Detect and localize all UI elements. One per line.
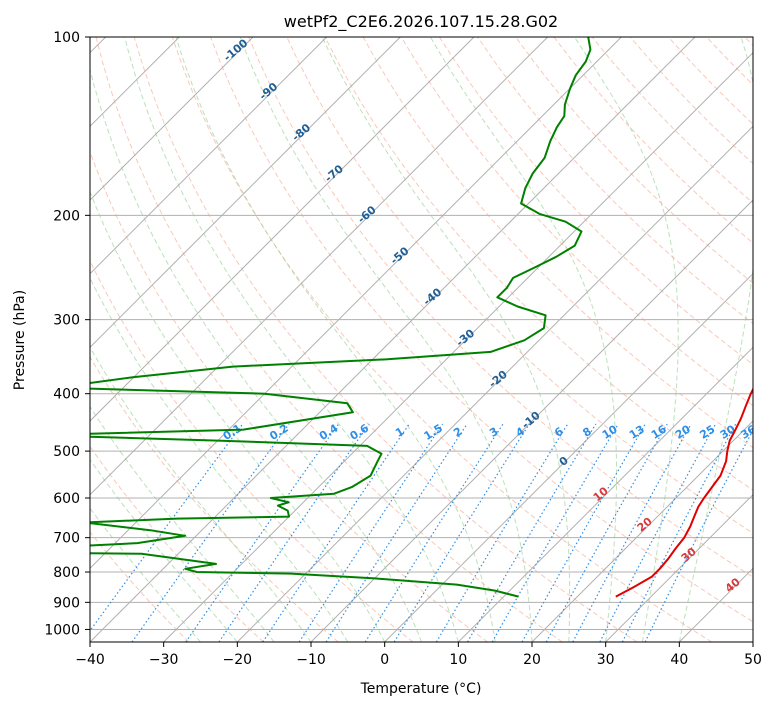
moist-adiabats — [90, 37, 753, 642]
moist-adiabat-line — [90, 190, 386, 642]
moist-adiabat-line — [124, 37, 459, 642]
mixing-ratio-line — [621, 423, 737, 642]
isotherm-line — [457, 346, 753, 642]
isotherm-line — [90, 37, 401, 349]
x-tick-label: 0 — [380, 652, 389, 668]
y-axis-label: Pressure (hPa) — [12, 290, 28, 390]
mixing-ratio-line — [644, 428, 753, 642]
dry-adiabat-line — [248, 37, 753, 578]
dry-adiabat-line — [438, 37, 753, 366]
dry-adiabat-line — [90, 531, 190, 642]
moist-adiabat-line — [573, 37, 679, 642]
mixing-ratio-line — [545, 423, 668, 642]
mixing-ratio-line — [466, 423, 597, 642]
y-tick-label: 700 — [53, 531, 80, 547]
mixing-ratio-line — [572, 423, 692, 642]
y-tick-label: 400 — [53, 387, 80, 403]
isotherm-line — [90, 37, 696, 642]
moist-adiabat-line — [90, 276, 349, 642]
moist-adiabat-line — [678, 37, 753, 642]
dry-adiabat-line — [90, 356, 339, 642]
isotherm-line — [90, 37, 549, 496]
dry-adiabat-line — [133, 37, 638, 642]
isotherm-line — [531, 420, 753, 642]
dry-adiabat-line — [515, 37, 753, 284]
y-tick-label: 500 — [53, 444, 80, 460]
x-tick-label: 50 — [744, 652, 762, 668]
x-tick-label: 20 — [523, 652, 541, 668]
y-tick-label: 100 — [53, 30, 80, 46]
isotherm-line — [236, 125, 753, 642]
x-axis-ticks: −40 −30 −20 −10 0 10 20 30 40 50 — [75, 642, 762, 668]
dry-adiabat-line — [171, 37, 712, 642]
x-tick-label: 10 — [449, 652, 467, 668]
x-tick-label: 30 — [597, 652, 615, 668]
moist-adiabat-line — [321, 37, 571, 642]
plot-area: 0.1 0.2 0.4 0.6 1 1.5 2 3 4 6 8 10 13 16 20 25 30 36-100-… — [90, 37, 753, 642]
mixing-ratio-line — [364, 423, 504, 642]
x-tick-label: −10 — [296, 652, 326, 668]
mixing-ratio-line — [393, 423, 530, 642]
moist-adiabat-line — [90, 67, 422, 642]
moist-adiabat-line — [90, 405, 275, 642]
y-tick-label: 800 — [53, 565, 80, 581]
x-tick-label: 40 — [670, 652, 688, 668]
dry-adiabat-line — [95, 37, 563, 642]
dry-adiabat-line — [210, 37, 753, 623]
moist-adiabat-line — [429, 37, 617, 642]
dewpoint-profile-line — [90, 37, 592, 598]
dry-adiabat-line — [324, 37, 753, 491]
dry-adiabat-line — [90, 445, 264, 642]
isotherm-line — [163, 51, 753, 642]
isotherm-line — [90, 37, 622, 570]
x-tick-label: −20 — [223, 652, 253, 668]
y-tick-label: 900 — [53, 595, 80, 611]
dry-adiabat-line — [90, 150, 488, 642]
isotherm-line — [605, 493, 753, 642]
y-tick-label: 600 — [53, 491, 80, 507]
moist-adiabat-line — [175, 37, 496, 642]
isotherm-line — [384, 272, 753, 642]
moist-adiabat-line — [90, 458, 238, 642]
moist-adiabat-line — [239, 37, 533, 642]
mixing-ratio-line — [521, 423, 646, 642]
temperature-profile-line — [615, 387, 753, 598]
isotherm-line — [90, 37, 475, 422]
dry-adiabats — [90, 37, 753, 642]
y-axis-ticks: 100 200 300 400 500 600 700 800 900 1000 — [44, 30, 90, 638]
y-tick-label: 300 — [53, 313, 80, 329]
isotherm-line — [310, 199, 753, 642]
x-tick-label: −40 — [75, 652, 105, 668]
y-tick-label: 1000 — [44, 622, 80, 638]
dry-adiabat-line — [400, 37, 753, 407]
mixing-ratio-line — [218, 423, 370, 642]
x-axis-label: Temperature (°C) — [360, 681, 482, 697]
plot-frame — [89, 36, 754, 643]
mixing-ratio-line — [435, 423, 569, 642]
mixing-ratio-line — [131, 423, 290, 642]
isotherm-line — [90, 37, 254, 201]
mixing-ratio-line — [185, 423, 340, 642]
sounding-series — [90, 37, 753, 598]
mixing-ratio-line — [262, 423, 410, 642]
mixing-ratio-lines — [90, 423, 753, 642]
chart-title: wetPf2_C2E6.2026.107.15.28.G02 — [284, 12, 558, 32]
isotherms — [90, 37, 753, 642]
mixing-ratio-line — [599, 423, 717, 642]
y-tick-label: 200 — [53, 208, 80, 224]
isotherm-line — [90, 37, 328, 275]
x-tick-label: −30 — [149, 652, 179, 668]
